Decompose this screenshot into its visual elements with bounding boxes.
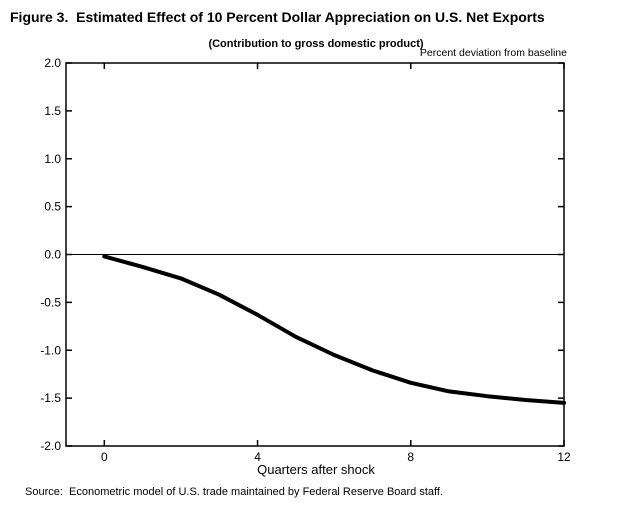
- x-tick-label: 0: [101, 450, 108, 464]
- y-tick-label: 0.0: [44, 248, 61, 262]
- x-axis-label: Quarters after shock: [257, 462, 375, 477]
- figure-title: Figure 3. Estimated Effect of 10 Percent…: [10, 9, 545, 25]
- figure-subtitle: (Contribution to gross domestic product): [208, 38, 424, 50]
- y-tick-label: 1.0: [44, 152, 61, 166]
- x-tick-label: 12: [557, 450, 571, 464]
- y-tick-label: 1.5: [44, 104, 61, 118]
- y-tick-label: -1.5: [40, 391, 61, 405]
- x-tick-label: 4: [254, 450, 261, 464]
- x-tick-label: 8: [407, 450, 414, 464]
- axis-unit-note: Percent deviation from baseline: [419, 47, 567, 59]
- y-tick-label: -2.0: [40, 439, 61, 453]
- y-tick-label: -0.5: [40, 295, 61, 309]
- y-tick-label: 0.5: [44, 200, 61, 214]
- y-tick-label: 2.0: [44, 56, 61, 70]
- net-exports-line: [102, 254, 566, 405]
- source-note: Source: Econometric model of U.S. trade …: [25, 486, 443, 498]
- y-tick-label: -1.0: [40, 343, 61, 357]
